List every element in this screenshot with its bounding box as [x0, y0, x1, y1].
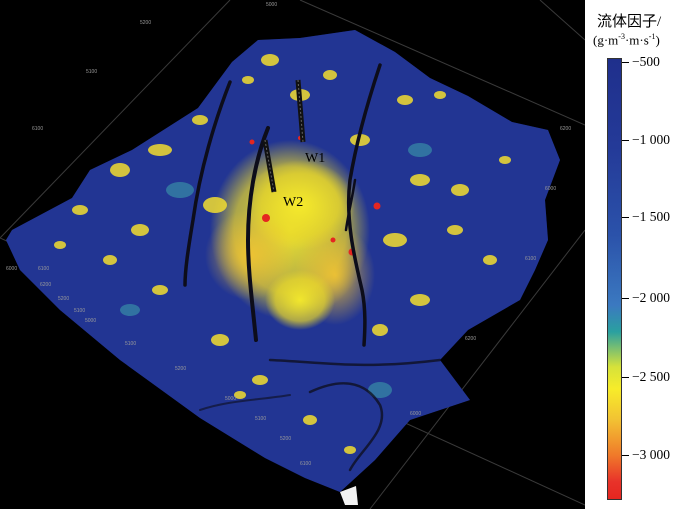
legend-tick	[622, 140, 629, 141]
svg-text:6100: 6100	[300, 461, 311, 467]
svg-text:6100: 6100	[525, 256, 536, 262]
color-bar	[607, 58, 622, 500]
legend-tick	[622, 217, 629, 218]
wells: W1 W2	[262, 79, 325, 210]
color-legend: 流体因子/ (g·m-3·m·s-1) −500 −1 000 −1 500 −…	[585, 0, 700, 509]
legend-unit: (g·m-3·m·s-1)	[593, 32, 660, 48]
legend-tick	[622, 455, 629, 456]
legend-tick	[622, 298, 629, 299]
legend-tick	[622, 377, 629, 378]
legend-tick-label: −500	[632, 54, 660, 69]
legend-tick-label: −3 000	[632, 447, 670, 462]
svg-text:5200: 5200	[140, 20, 151, 26]
svg-text:6200: 6200	[40, 282, 51, 288]
svg-text:5100: 5100	[255, 416, 266, 422]
well-w1-label: W1	[305, 151, 325, 166]
svg-text:6000: 6000	[410, 411, 421, 417]
svg-text:5200: 5200	[58, 296, 69, 302]
legend-tick-label: −2 000	[632, 290, 670, 305]
svg-text:6100: 6100	[32, 126, 43, 132]
legend-tick-label: −2 500	[632, 369, 670, 384]
svg-text:6000: 6000	[545, 186, 556, 192]
fault-lines	[183, 63, 442, 472]
well-w2-label: W2	[283, 195, 303, 210]
axis-annotations: 5000 5200 5100 6100 6000 6100 6200 5200 …	[6, 2, 571, 467]
legend-title: 流体因子/	[597, 14, 662, 30]
surface-svg: W1 W2 5000 5200 5100 6100 6000 6100 6200…	[0, 0, 585, 509]
svg-text:6200: 6200	[560, 126, 571, 132]
fluid-factor-surface	[6, 30, 560, 492]
svg-text:5000: 5000	[85, 318, 96, 324]
legend-tick-label: −1 500	[632, 209, 670, 224]
svg-text:5200: 5200	[175, 366, 186, 372]
well-w1-trajectory	[295, 79, 306, 143]
legend-tick-label: −1 000	[632, 132, 670, 147]
svg-text:5200: 5200	[280, 436, 291, 442]
svg-text:5000: 5000	[266, 2, 277, 8]
svg-text:5100: 5100	[86, 69, 97, 75]
legend-tick	[622, 62, 629, 63]
svg-text:5100: 5100	[125, 341, 136, 347]
svg-text:6200: 6200	[465, 336, 476, 342]
svg-text:5000: 5000	[225, 396, 236, 402]
svg-text:6100: 6100	[38, 266, 49, 272]
3d-seismic-view[interactable]: W1 W2 5000 5200 5100 6100 6000 6100 6200…	[0, 0, 585, 509]
svg-text:5100: 5100	[74, 308, 85, 314]
svg-text:6000: 6000	[6, 266, 17, 272]
surface-edge-patch	[340, 486, 358, 505]
